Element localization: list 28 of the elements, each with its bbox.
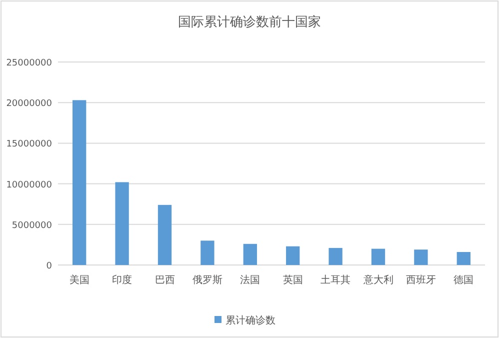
bar xyxy=(243,244,257,265)
y-tick-label: 20000000 xyxy=(6,99,52,110)
x-tick-label: 意大利 xyxy=(362,274,394,286)
bar xyxy=(286,246,300,265)
x-tick-label: 印度 xyxy=(112,274,132,286)
x-tick-label: 德国 xyxy=(454,275,474,286)
x-tick-label: 俄罗斯 xyxy=(192,274,222,286)
y-tick-label: 25000000 xyxy=(6,58,52,68)
y-tick-label: 0 xyxy=(46,262,52,272)
y-tick-label: 5000000 xyxy=(12,220,52,231)
bar xyxy=(158,204,172,265)
bar xyxy=(328,248,342,265)
bar xyxy=(115,182,129,265)
legend-label: 累计确诊数 xyxy=(226,314,276,326)
x-tick-label: 英国 xyxy=(282,274,303,286)
x-tick-label: 美国 xyxy=(69,274,90,286)
chart-title: 国际累计确诊数前十国家 xyxy=(178,14,321,30)
x-tick-label: 土耳其 xyxy=(320,274,351,286)
y-tick-label: 15000000 xyxy=(6,140,52,150)
bar xyxy=(371,248,386,265)
bar xyxy=(72,100,86,265)
bar xyxy=(456,252,470,265)
x-tick-label: 法国 xyxy=(240,274,260,286)
y-tick-label: 10000000 xyxy=(6,180,52,190)
x-tick-label: 西班牙 xyxy=(406,274,436,286)
bar xyxy=(414,250,428,265)
bar xyxy=(200,240,214,265)
x-tick-label: 巴西 xyxy=(154,275,175,286)
